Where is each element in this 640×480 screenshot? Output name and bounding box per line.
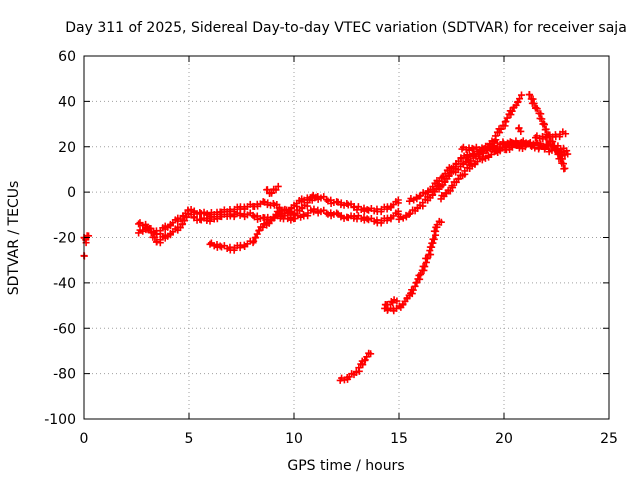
y-tick-label: 40 <box>58 94 76 110</box>
data-point <box>409 286 417 294</box>
data-point <box>411 282 419 290</box>
series-trace-l <box>458 141 529 155</box>
data-point <box>274 182 282 190</box>
data-point <box>276 206 284 214</box>
grid-lines <box>84 56 609 419</box>
data-point <box>560 165 568 173</box>
data-point <box>389 299 397 307</box>
data-point <box>206 217 214 225</box>
data-point <box>538 115 546 123</box>
series-trace-d <box>135 205 402 247</box>
data-point <box>550 142 558 150</box>
data-point <box>363 353 371 361</box>
x-tick-label: 0 <box>80 431 89 447</box>
data-point <box>135 220 143 228</box>
data-point <box>182 213 190 221</box>
data-point <box>448 182 456 190</box>
data-point <box>255 227 263 235</box>
data-point <box>270 214 278 222</box>
axis-ticks: 0 5 10 15 20 25 -100 -80 -60 -40 -20 0 20 40 60 <box>44 49 618 447</box>
y-tick-label: -80 <box>53 367 76 383</box>
data-point <box>515 124 523 132</box>
x-axis-label: GPS time / hours <box>287 458 404 474</box>
data-point <box>497 125 505 133</box>
data-point <box>501 118 509 126</box>
x-tick-label: 10 <box>285 431 303 447</box>
data-point <box>541 126 549 134</box>
data-point <box>272 186 280 194</box>
data-point <box>514 98 522 106</box>
series-trace-m <box>525 91 569 173</box>
data-point <box>428 239 436 247</box>
data-point <box>405 210 413 218</box>
data-point <box>508 107 516 115</box>
data-point <box>178 220 186 228</box>
y-tick-label: -40 <box>53 276 76 292</box>
data-point <box>562 130 570 138</box>
y-tick-label: 20 <box>58 140 76 156</box>
data-point <box>412 279 420 287</box>
y-tick-label: -60 <box>53 321 76 337</box>
data-points <box>80 91 572 384</box>
y-tick-label: -100 <box>44 412 76 428</box>
data-point <box>563 147 571 155</box>
data-point <box>491 132 499 140</box>
data-point <box>263 186 271 194</box>
data-point <box>517 127 525 135</box>
y-tick-label: -20 <box>53 231 76 247</box>
series-trace-g <box>336 349 375 384</box>
data-point <box>423 255 431 263</box>
x-tick-label: 20 <box>495 431 513 447</box>
data-point <box>394 196 402 204</box>
y-axis-label: SDTVAR / TECUs <box>6 181 22 296</box>
series-trace-o <box>515 124 525 135</box>
data-point <box>417 270 425 278</box>
data-point <box>361 356 369 364</box>
data-point <box>478 153 486 161</box>
data-point <box>259 223 267 231</box>
x-tick-label: 15 <box>390 431 408 447</box>
data-point <box>516 95 524 103</box>
series-trace-c <box>135 193 402 238</box>
data-point <box>251 234 259 242</box>
data-point <box>564 150 572 158</box>
data-point <box>151 233 159 241</box>
data-point <box>437 218 445 226</box>
data-point <box>521 143 529 151</box>
data-point <box>533 105 541 113</box>
data-point <box>421 263 429 271</box>
data-point <box>333 209 341 217</box>
data-point <box>503 114 511 122</box>
data-point <box>85 232 93 240</box>
data-point <box>394 207 402 215</box>
data-point <box>541 144 549 152</box>
data-point <box>367 350 375 358</box>
y-tick-label: 0 <box>67 185 76 201</box>
data-point <box>267 189 275 197</box>
data-point <box>454 175 462 183</box>
series-trace-f <box>263 182 282 197</box>
data-point <box>526 91 534 99</box>
series-trace-e <box>206 191 320 254</box>
data-point <box>206 240 214 248</box>
x-tick-label: 25 <box>600 431 618 447</box>
data-point <box>518 91 525 99</box>
data-point <box>387 298 395 306</box>
data-point <box>310 205 318 213</box>
y-tick-label: 60 <box>58 49 76 65</box>
data-point <box>355 364 363 372</box>
x-tick-label: 5 <box>185 431 194 447</box>
data-point <box>145 224 153 232</box>
series-trace-k <box>437 137 572 203</box>
series-trace-n <box>532 128 570 143</box>
data-point <box>312 193 320 201</box>
chart-title: Day 311 of 2025, Sidereal Day-to-day VTE… <box>65 20 627 36</box>
data-point <box>430 235 438 243</box>
data-point <box>395 302 403 310</box>
series-trace-h <box>381 217 445 315</box>
data-point <box>530 99 538 107</box>
